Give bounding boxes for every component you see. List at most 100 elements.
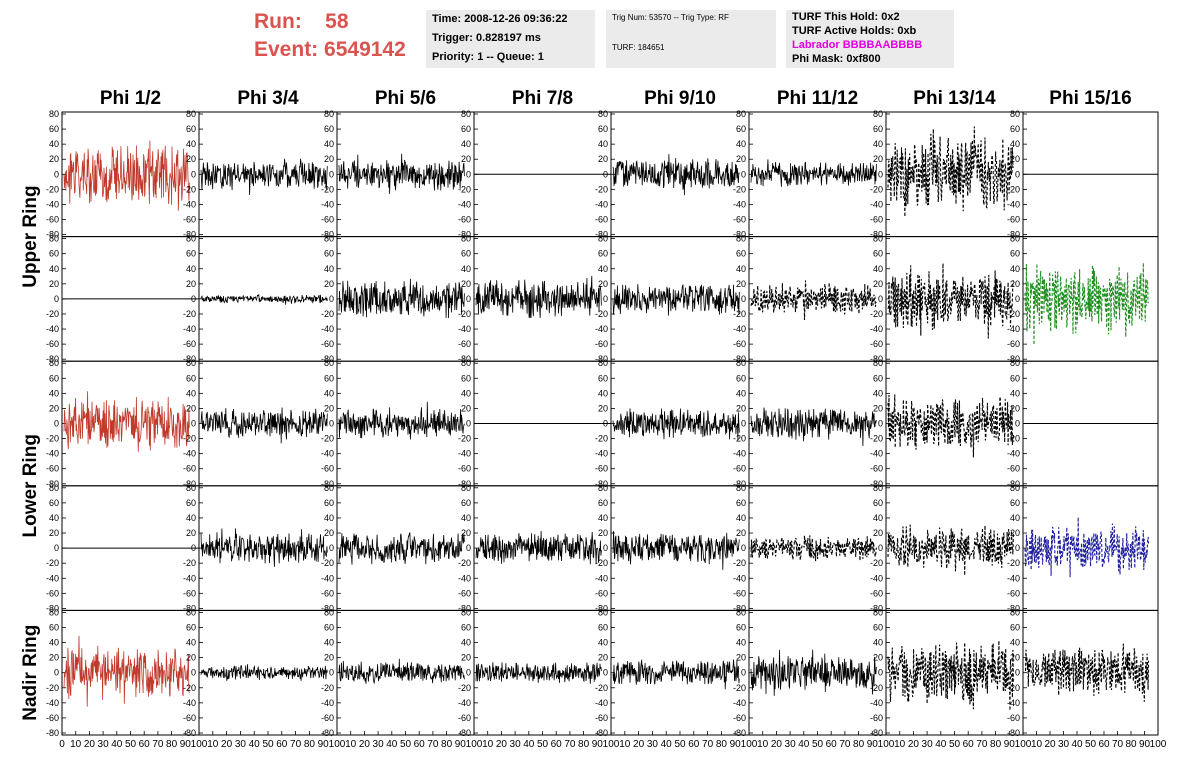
y-tick-label: 60: [461, 498, 471, 508]
y-tick-label: -40: [870, 324, 883, 334]
waveform-trace: [1024, 643, 1150, 702]
waveform-trace: [887, 126, 1014, 217]
y-tick-label: 60: [461, 622, 471, 632]
y-tick-label: -60: [595, 339, 608, 349]
waveform-trace: [63, 140, 190, 211]
y-tick-label: 60: [49, 498, 59, 508]
y-tick-label: -60: [321, 339, 334, 349]
x-tick-label: 100: [741, 739, 758, 750]
y-tick-label: -60: [321, 588, 334, 598]
y-tick-label: 80: [461, 358, 471, 368]
waveform-trace: [750, 535, 877, 562]
y-tick-label: -40: [1007, 573, 1020, 583]
x-tick-label: 90: [730, 739, 742, 750]
y-tick-label: -40: [321, 698, 334, 708]
y-tick-label: -80: [1007, 479, 1020, 489]
x-tick-label: 50: [674, 739, 686, 750]
y-tick-label: 60: [186, 373, 196, 383]
y-tick-label: -60: [458, 464, 471, 474]
y-tick-label: 20: [186, 653, 196, 663]
event-label: Event:: [254, 38, 319, 61]
y-tick-label: -80: [1007, 728, 1020, 738]
x-tick-label: 20: [1044, 739, 1056, 750]
waveform-trace: [612, 531, 740, 570]
y-tick-label: -40: [733, 199, 746, 209]
y-tick-label: 60: [1010, 373, 1020, 383]
y-tick-label: 60: [1010, 249, 1020, 259]
waveform-trace: [338, 532, 465, 565]
x-tick-label: 30: [373, 739, 385, 750]
y-tick-label: -40: [595, 449, 608, 459]
y-tick-label: 20: [324, 403, 334, 413]
waveform-trace: [612, 408, 740, 441]
x-tick-label: 20: [221, 739, 233, 750]
y-tick-label: 80: [598, 234, 608, 244]
y-tick-label: 80: [186, 234, 196, 244]
x-tick-label: 20: [633, 739, 645, 750]
x-tick-label: 20: [496, 739, 508, 750]
x-tick-label: 40: [1071, 739, 1083, 750]
y-tick-label: -60: [870, 464, 883, 474]
run-value: 58: [325, 10, 349, 33]
y-tick-label: 80: [49, 234, 59, 244]
x-tick-label: 10: [345, 739, 357, 750]
event-value: 6549142: [324, 38, 406, 61]
y-tick-label: -80: [458, 603, 471, 613]
y-tick-label: -80: [458, 728, 471, 738]
y-tick-label: 0: [603, 169, 608, 179]
y-tick-label: 0: [329, 419, 334, 429]
y-tick-label: -40: [183, 449, 196, 459]
y-tick-label: 0: [466, 169, 471, 179]
y-tick-label: 0: [191, 419, 196, 429]
waveform-trace: [63, 391, 190, 452]
y-tick-label: -40: [458, 573, 471, 583]
y-tick-label: 40: [49, 638, 59, 648]
y-tick-label: 80: [1010, 234, 1020, 244]
y-tick-label: -60: [183, 464, 196, 474]
y-tick-label: -80: [458, 354, 471, 364]
waveform-trace: [475, 530, 602, 565]
y-tick-label: 20: [461, 279, 471, 289]
trigger-text: Trigger: 0.828197 ms: [432, 32, 541, 44]
y-tick-label: 20: [873, 403, 883, 413]
y-tick-label: 40: [49, 139, 59, 149]
y-tick-label: -80: [733, 603, 746, 613]
x-tick-label: 10: [70, 739, 82, 750]
y-tick-label: 20: [873, 653, 883, 663]
y-tick-label: -80: [1007, 230, 1020, 240]
y-tick-label: -80: [321, 603, 334, 613]
y-tick-label: -80: [595, 728, 608, 738]
y-tick-label: 60: [186, 498, 196, 508]
y-tick-label: 0: [329, 294, 334, 304]
y-tick-label: -40: [1007, 449, 1020, 459]
y-tick-label: 60: [49, 249, 59, 259]
y-tick-label: 80: [873, 109, 883, 119]
panel-frame: [1022, 609, 1159, 736]
y-tick-label: 0: [1015, 169, 1020, 179]
y-tick-label: 80: [736, 109, 746, 119]
x-tick-label: 80: [441, 739, 453, 750]
y-tick-label: -80: [46, 230, 59, 240]
y-tick-label: 20: [1010, 653, 1020, 663]
y-tick-label: -80: [458, 479, 471, 489]
y-tick-label: -40: [46, 199, 59, 209]
y-tick-label: -20: [183, 309, 196, 319]
x-tick-label: 100: [191, 739, 208, 750]
x-tick-label: 30: [647, 739, 659, 750]
y-tick-label: -20: [321, 309, 334, 319]
x-tick-label: 70: [290, 739, 302, 750]
y-tick-label: -40: [733, 324, 746, 334]
waveform-trace: [200, 294, 328, 305]
y-tick-label: 60: [1010, 622, 1020, 632]
y-tick-label: 80: [49, 358, 59, 368]
waveform-trace: [612, 659, 740, 690]
y-tick-label: 60: [873, 249, 883, 259]
column-header: Phi 9/10: [644, 88, 716, 109]
x-tick-label: 70: [152, 739, 164, 750]
y-tick-label: -40: [183, 324, 196, 334]
y-tick-label: 20: [461, 653, 471, 663]
y-tick-label: 20: [49, 528, 59, 538]
y-tick-label: -60: [321, 464, 334, 474]
y-tick-label: 0: [54, 668, 59, 678]
x-tick-label: 20: [771, 739, 783, 750]
